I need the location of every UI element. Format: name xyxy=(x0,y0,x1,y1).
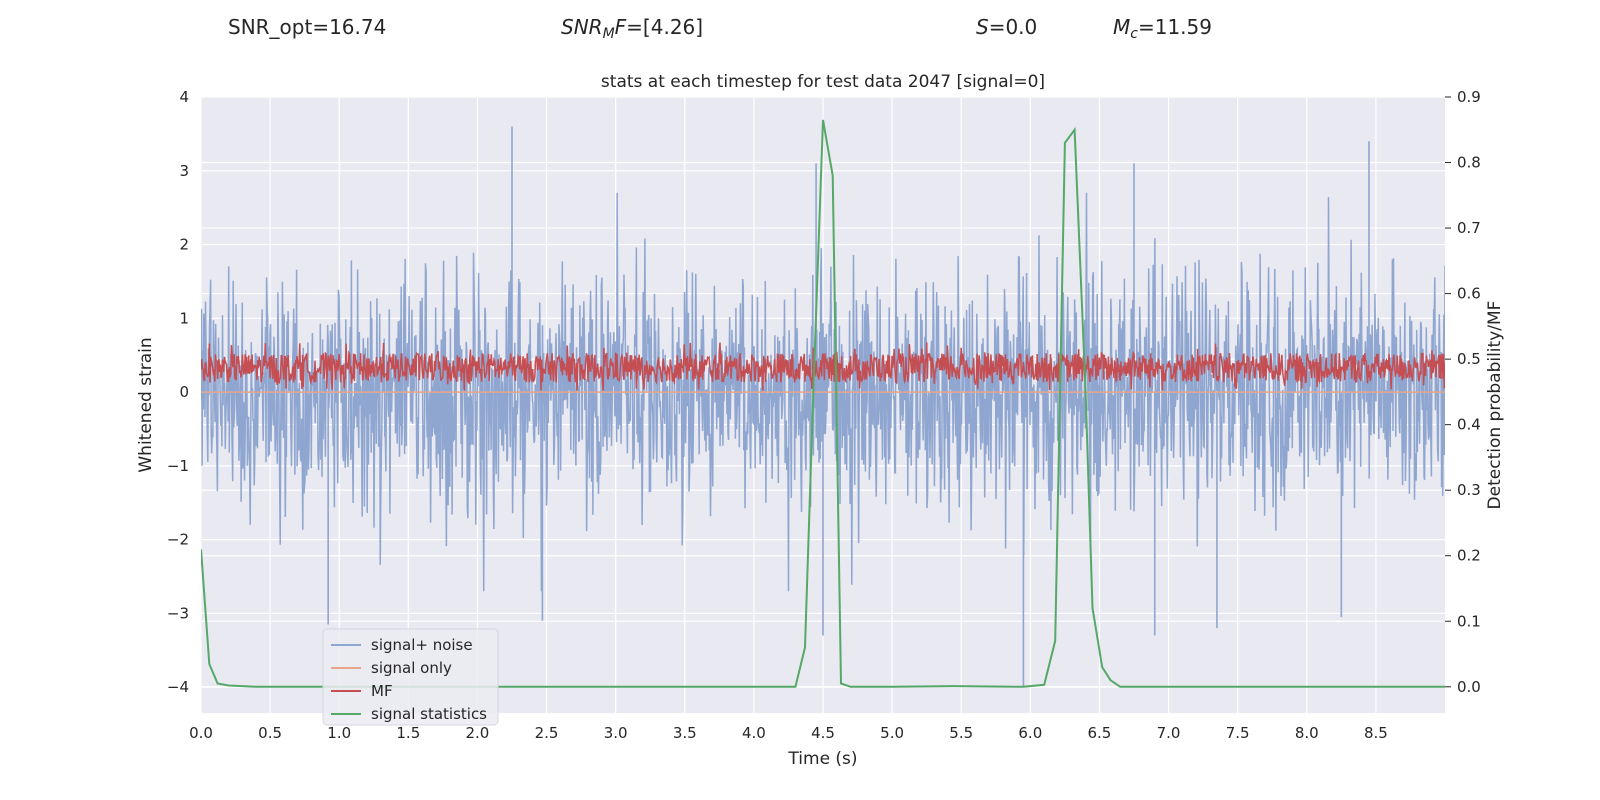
y-tick-label: −1 xyxy=(167,457,189,475)
y-right-tick-label: 0.5 xyxy=(1457,350,1481,368)
y-tick-label: 1 xyxy=(179,309,189,327)
x-tick-label: 3.5 xyxy=(673,724,697,742)
legend-box xyxy=(322,628,499,726)
y-axis-right-label: Detection probability/MF xyxy=(1485,301,1505,510)
x-tick-label: 1.5 xyxy=(396,724,420,742)
y-tick-label: 2 xyxy=(179,236,189,254)
snr-mf-value: =[4.26] xyxy=(626,15,704,39)
y-tick-label: −2 xyxy=(167,531,189,549)
x-tick-label: 4.0 xyxy=(742,724,766,742)
y-right-tick-label: 0.1 xyxy=(1457,612,1481,630)
snr-mf-label: SNRMF=[4.26] xyxy=(561,15,704,42)
y-right-tick-label: 0.8 xyxy=(1457,154,1481,172)
x-tick-label: 2.5 xyxy=(535,724,559,742)
chart-title: stats at each timestep for test data 204… xyxy=(601,72,1045,92)
x-tick-label: 6.5 xyxy=(1088,724,1112,742)
legend-label: signal only xyxy=(371,659,452,677)
x-tick-label: 0.0 xyxy=(189,724,213,742)
y-tick-label: −3 xyxy=(167,604,189,622)
x-tick-label: 2.0 xyxy=(466,724,490,742)
y-axis-left: 4 3 2 1 0 −1 −2 −3 −4 xyxy=(167,88,189,696)
y-tick-label: 3 xyxy=(179,162,189,180)
x-tick-label: 7.0 xyxy=(1157,724,1181,742)
y-tick-label: 4 xyxy=(179,88,189,106)
snr-mf-subscript: M xyxy=(602,26,615,42)
x-tick-label: 5.5 xyxy=(949,724,973,742)
x-tick-label: 1.0 xyxy=(327,724,351,742)
statistics-series xyxy=(201,119,1445,688)
y-tick-label: 0 xyxy=(179,383,189,401)
legend-label: signal+ noise xyxy=(371,636,473,654)
y-right-tick-label: 0.9 xyxy=(1457,88,1481,106)
legend-label: signal statistics xyxy=(371,705,487,723)
x-tick-label: 8.0 xyxy=(1295,724,1319,742)
y-right-tick-label: 0.7 xyxy=(1457,219,1481,237)
mc-value: =11.59 xyxy=(1137,15,1212,39)
statistics-trace xyxy=(201,119,1445,688)
y-right-tick-label: 0.0 xyxy=(1457,678,1481,696)
mf-series xyxy=(201,342,1445,391)
noise-trace xyxy=(201,192,1445,592)
s-name: S xyxy=(976,15,989,39)
mc-subscript: c xyxy=(1130,26,1138,42)
x-tick-label: 4.5 xyxy=(811,724,835,742)
snr-mf-tail: F xyxy=(614,15,627,39)
s-value: =0.0 xyxy=(988,15,1038,39)
x-tick-label: 5.0 xyxy=(880,724,904,742)
noise-series xyxy=(201,126,1445,688)
x-tick-label: 8.5 xyxy=(1364,724,1388,742)
snr-opt-label: SNR_opt=16.74 xyxy=(228,15,387,39)
y-right-tick-label: 0.2 xyxy=(1457,547,1481,565)
y-right-tick-label: 0.6 xyxy=(1457,285,1481,303)
mc-name: M xyxy=(1113,15,1131,39)
mf-trace xyxy=(201,342,1445,391)
x-axis-label: Time (s) xyxy=(787,749,857,769)
y-right-tick-label: 0.4 xyxy=(1457,416,1481,434)
y-tick-label: −4 xyxy=(167,678,189,696)
x-tick-label: 0.5 xyxy=(258,724,282,742)
x-axis: 0.0 0.5 1.0 1.5 2.0 2.5 3.0 3.5 4.0 4.5 5.0 5.5 6.0 6… xyxy=(189,724,1388,742)
y-right-tick-label: 0.3 xyxy=(1457,481,1481,499)
legend-label: MF xyxy=(371,682,393,700)
snr-mf-name: SNR xyxy=(561,15,603,39)
y-axis-label: Whitened strain xyxy=(136,337,156,472)
x-tick-label: 3.0 xyxy=(604,724,628,742)
s-label: S=0.0 xyxy=(976,15,1037,39)
legend: signal+ noise signal only MF signal statist… xyxy=(322,628,499,726)
y-axis-right: 0.9 0.8 0.7 0.6 0.5 0.4 0.3 0.2 0.1 0.0 xyxy=(1445,88,1481,696)
mc-label: Mc=11.59 xyxy=(1113,15,1212,42)
x-tick-label: 6.0 xyxy=(1018,724,1042,742)
x-tick-label: 7.5 xyxy=(1226,724,1250,742)
